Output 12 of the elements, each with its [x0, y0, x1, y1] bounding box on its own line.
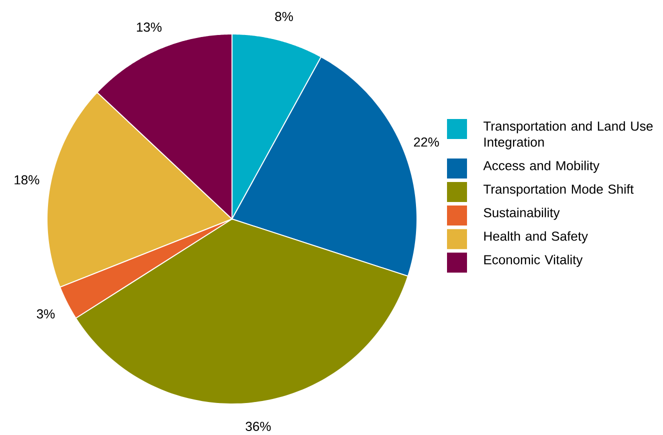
data-label: 18% [14, 175, 40, 184]
legend-label: Economic Vitality [484, 254, 583, 267]
legend-label: Transportation and Land Use Integration [484, 121, 653, 150]
data-label: 22% [414, 137, 439, 146]
legend-label: Health and Safety [484, 231, 588, 244]
legend-label: Transportation Mode Shift [484, 184, 634, 196]
legend-label: Access and Mobility [483, 160, 600, 173]
data-label: 3% [36, 309, 55, 318]
legend-label: Sustainability [484, 208, 560, 220]
data-label: 36% [246, 422, 271, 431]
data-label: 13% [136, 22, 162, 32]
data-label: 8% [275, 12, 293, 21]
